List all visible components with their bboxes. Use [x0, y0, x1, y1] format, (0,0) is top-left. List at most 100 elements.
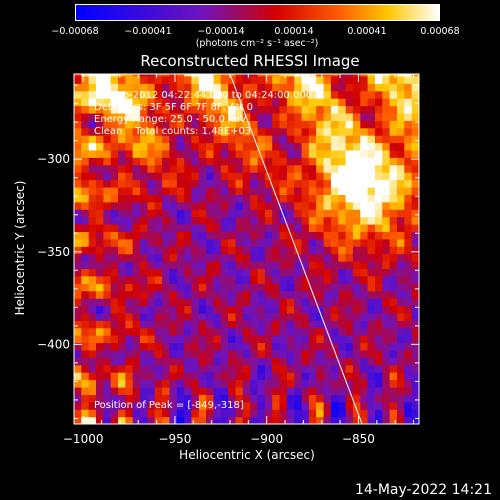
heatmap-cell [316, 90, 325, 99]
heatmap-cell [176, 127, 185, 136]
heatmap-cell [294, 327, 303, 336]
heatmap-cell [140, 409, 148, 418]
heatmap-cell [228, 112, 236, 121]
heatmap-cell [308, 401, 317, 410]
heatmap-cell [389, 342, 398, 351]
heatmap-cell [330, 275, 339, 284]
heatmap-cell [301, 290, 310, 299]
heatmap-cell [191, 401, 200, 410]
heatmap-cell [367, 335, 376, 344]
heatmap-cell [169, 172, 178, 181]
heatmap-cell [154, 283, 163, 292]
heatmap-cell [272, 290, 281, 299]
heatmap-cell [176, 335, 185, 344]
heatmap-cell [176, 149, 185, 158]
heatmap-cell [264, 349, 273, 358]
heatmap-cell [264, 98, 273, 107]
heatmap-cell [250, 149, 259, 158]
heatmap-cell [264, 342, 273, 351]
heatmap-cell [294, 372, 303, 381]
heatmap-cell [301, 298, 310, 307]
heatmap-cell [360, 268, 369, 277]
heatmap-cell [250, 127, 259, 136]
heatmap-cell [316, 401, 325, 410]
heatmap-cell [352, 394, 361, 403]
heatmap-cell [323, 268, 332, 277]
heatmap-cell [375, 216, 383, 225]
heatmap-cell [250, 364, 259, 373]
heatmap-cell [132, 379, 141, 388]
heatmap-cell [96, 342, 104, 351]
heatmap-cell [96, 74, 104, 77]
heatmap-cell [382, 342, 391, 351]
heatmap-cell [206, 127, 214, 136]
heatmap-cell [367, 298, 376, 307]
heatmap-cell [206, 349, 214, 358]
heatmap-cell [242, 149, 251, 158]
heatmap-cell [228, 209, 236, 218]
heatmap-cell [286, 149, 295, 158]
heatmap-cell [235, 401, 244, 410]
heatmap-cell [118, 253, 126, 262]
heatmap-cell [235, 120, 244, 129]
heatmap-cell [389, 416, 398, 424]
heatmap-cell [140, 194, 148, 203]
heatmap-cell [367, 231, 376, 240]
heatmap-cell [338, 83, 347, 92]
heatmap-cell [154, 349, 163, 358]
heatmap-cell [213, 327, 222, 336]
heatmap-cell [228, 149, 236, 158]
heatmap-cell [220, 305, 229, 314]
heatmap-cell [132, 179, 141, 188]
heatmap-cell [301, 261, 310, 269]
heatmap-cell [404, 283, 413, 292]
heatmap-cell [375, 112, 383, 121]
heatmap-cell [257, 216, 266, 225]
heatmap-cell [411, 75, 419, 84]
heatmap-cell [242, 268, 251, 277]
heatmap-cell [198, 342, 207, 351]
heatmap-cell [352, 320, 361, 329]
heatmap-cell [228, 83, 236, 92]
heatmap-cell [140, 98, 148, 107]
heatmap-cell [110, 342, 119, 351]
heatmap-cell [88, 320, 97, 329]
heatmap-cell [242, 327, 251, 336]
heatmap-cell [132, 305, 141, 314]
heatmap-cell [184, 201, 192, 210]
heatmap-cell [389, 246, 398, 255]
heatmap-cell [411, 305, 419, 314]
heatmap-cell [389, 179, 398, 188]
heatmap-cell [198, 142, 207, 151]
heatmap-cell [198, 394, 207, 403]
heatmap-cell [198, 187, 207, 195]
heatmap-cell [330, 164, 339, 173]
heatmap-cell [345, 268, 354, 277]
heatmap-cell [257, 305, 266, 314]
heatmap-cell [330, 290, 339, 299]
heatmap-cell [206, 149, 214, 158]
annotation-peak-position: Position of Peak = [-849,-318] [94, 400, 244, 411]
heatmap-cell [367, 275, 376, 284]
heatmap-cell [235, 312, 244, 321]
heatmap-cell [81, 275, 90, 284]
heatmap-cell [162, 364, 170, 373]
heatmap-cell [242, 209, 251, 218]
heatmap-cell [169, 364, 178, 373]
heatmap-cell [360, 149, 369, 158]
heatmap-cell [176, 268, 185, 277]
heatmap-cell [404, 268, 413, 277]
heatmap-cell [367, 357, 376, 366]
heatmap-cell [286, 216, 295, 225]
heatmap-cell [294, 416, 303, 424]
heatmap-cell [294, 379, 303, 388]
heatmap-cell [103, 342, 112, 351]
heatmap-cell [198, 327, 207, 336]
heatmap-cell [367, 201, 376, 210]
heatmap-cell [323, 409, 332, 418]
heatmap-cell [272, 342, 281, 351]
heatmap-cell [352, 335, 361, 344]
heatmap-cell [286, 416, 295, 424]
heatmap-cell [184, 105, 192, 114]
heatmap-cell [250, 283, 259, 292]
